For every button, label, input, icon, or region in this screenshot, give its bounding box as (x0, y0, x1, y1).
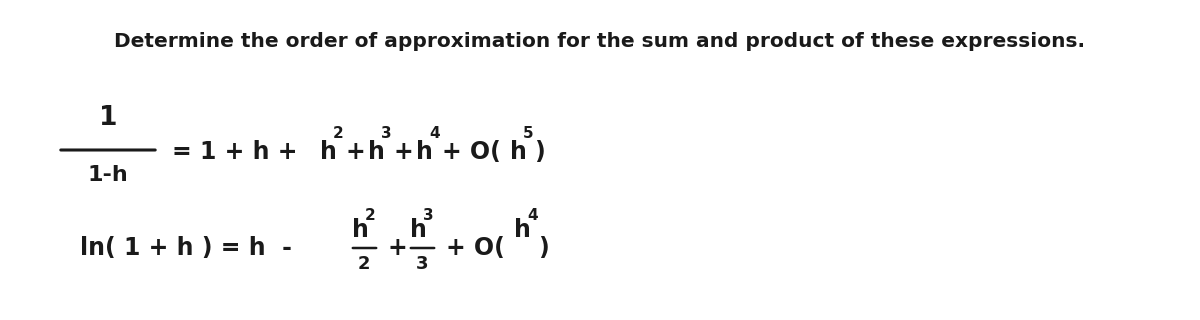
Text: + O(: + O( (442, 140, 509, 164)
Text: +: + (346, 140, 366, 164)
Text: h: h (320, 140, 337, 164)
Text: 3: 3 (424, 209, 433, 223)
Text: h: h (510, 140, 527, 164)
Text: 4: 4 (527, 209, 538, 223)
Text: 1-h: 1-h (88, 165, 128, 185)
Text: 2: 2 (365, 209, 376, 223)
Text: 2: 2 (358, 255, 371, 273)
Text: 3: 3 (415, 255, 428, 273)
Text: 3: 3 (382, 126, 391, 141)
Text: 1: 1 (98, 105, 118, 131)
Text: = 1 + h +: = 1 + h + (172, 140, 298, 164)
Text: 4: 4 (430, 126, 439, 141)
Text: h: h (352, 218, 368, 242)
Text: ): ) (538, 236, 548, 260)
Text: ): ) (534, 140, 545, 164)
Text: + O(: + O( (446, 236, 514, 260)
Text: h: h (368, 140, 385, 164)
Text: h: h (410, 218, 427, 242)
Text: 5: 5 (523, 126, 534, 141)
Text: h: h (514, 218, 530, 242)
Text: +: + (394, 140, 414, 164)
Text: Determine the order of approximation for the sum and product of these expression: Determine the order of approximation for… (114, 32, 1086, 51)
Text: +: + (388, 236, 408, 260)
Text: h: h (416, 140, 433, 164)
Text: 2: 2 (334, 126, 343, 141)
Text: ln( 1 + h ) = h  -: ln( 1 + h ) = h - (80, 236, 292, 260)
